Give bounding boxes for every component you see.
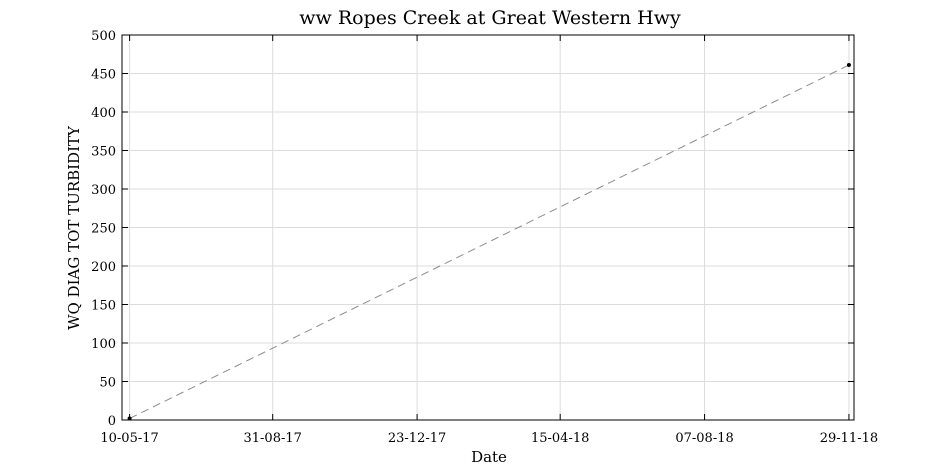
y-tick-label: 200 (91, 260, 116, 275)
y-tick-label: 150 (91, 299, 116, 314)
x-tick-label: 23-12-17 (388, 431, 446, 446)
x-tick-label: 31-08-17 (243, 431, 301, 446)
y-axis-label: WQ DIAG TOT TURBIDITY (65, 125, 83, 330)
x-tick-label: 15-04-18 (531, 431, 589, 446)
y-tick-label: 300 (91, 183, 116, 198)
y-tick-label: 450 (91, 68, 116, 83)
y-tick-label: 250 (91, 222, 116, 237)
y-tick-label: 100 (91, 337, 116, 352)
y-tick-label: 0 (108, 414, 116, 429)
chart-title: ww Ropes Creek at Great Western Hwy (299, 7, 681, 29)
x-axis-label: Date (471, 448, 507, 466)
y-tick-label: 350 (91, 145, 116, 160)
x-tick-label: 29-11-18 (820, 431, 878, 446)
series-line (129, 64, 850, 419)
x-tick-label: 07-08-18 (675, 431, 733, 446)
ticks: 0 50 100 150 200 250 300 350 400 450 500 10-05-17 31… (91, 29, 878, 446)
y-tick-label: 400 (91, 106, 116, 121)
x-tick-label: 10-05-17 (100, 431, 158, 446)
y-tick-label: 50 (99, 376, 116, 391)
data-point (846, 63, 851, 68)
y-tick-label: 500 (91, 29, 116, 44)
